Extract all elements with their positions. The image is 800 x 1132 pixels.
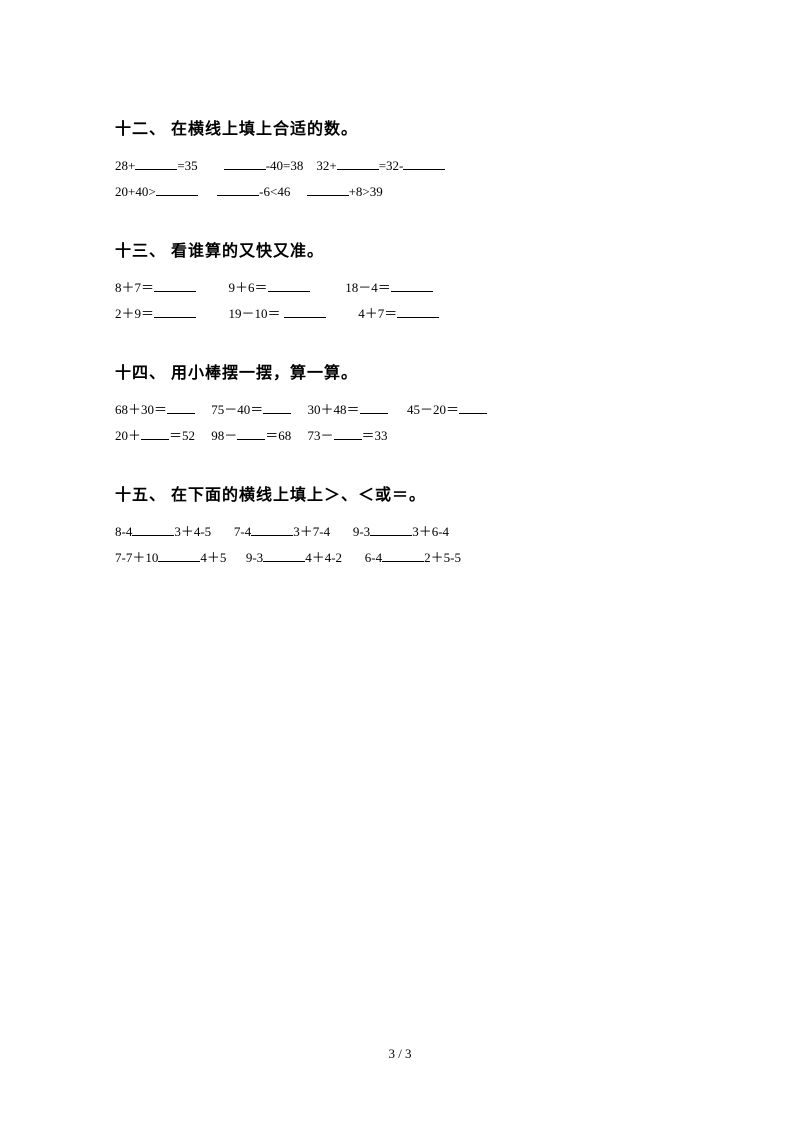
section-number: 十三、 <box>115 243 166 260</box>
section-12-heading: 十二、 在横线上填上合适的数。 <box>115 115 685 139</box>
exercise-row: 20＋＝52 98－＝68 73－＝33 <box>115 423 685 449</box>
section-15-heading: 十五、 在下面的横线上填上＞、＜或＝。 <box>115 481 685 505</box>
exercise-row: 8＋7＝ 9＋6＝ 18－4＝ <box>115 275 685 301</box>
section-13-heading: 十三、 看谁算的又快又准。 <box>115 237 685 261</box>
exercise-row: 20+40> -6<46 +8>39 <box>115 179 685 205</box>
page-footer: 3 / 3 <box>0 1046 800 1062</box>
section-12-body: 28+=35 -40=38 32+=32- 20+40> -6<46 +8>39 <box>115 153 685 205</box>
section-title: 看谁算的又快又准。 <box>171 243 324 260</box>
exercise-row: 28+=35 -40=38 32+=32- <box>115 153 685 179</box>
exercise-row: 8-43＋4-5 7-43＋7-4 9-33＋6-4 <box>115 519 685 545</box>
section-14-body: 68＋30＝ 75－40＝ 30＋48＝ 45－20＝ 20＋＝52 98－＝6… <box>115 397 685 449</box>
worksheet-page: 十二、 在横线上填上合适的数。 28+=35 -40=38 32+=32- 20… <box>0 0 800 571</box>
section-13: 十三、 看谁算的又快又准。 8＋7＝ 9＋6＝ 18－4＝ 2＋9＝ 19－10… <box>115 237 685 327</box>
section-12: 十二、 在横线上填上合适的数。 28+=35 -40=38 32+=32- 20… <box>115 115 685 205</box>
section-number: 十五、 <box>115 487 166 504</box>
section-number: 十二、 <box>115 121 166 138</box>
section-title: 在下面的横线上填上＞、＜或＝。 <box>171 487 426 504</box>
section-title: 用小棒摆一摆，算一算。 <box>171 365 358 382</box>
exercise-row: 7-7＋104＋5 9-34＋4-2 6-42＋5-5 <box>115 545 685 571</box>
section-14: 十四、 用小棒摆一摆，算一算。 68＋30＝ 75－40＝ 30＋48＝ 45－… <box>115 359 685 449</box>
section-13-body: 8＋7＝ 9＋6＝ 18－4＝ 2＋9＝ 19－10＝ 4＋7＝ <box>115 275 685 327</box>
section-15: 十五、 在下面的横线上填上＞、＜或＝。 8-43＋4-5 7-43＋7-4 9-… <box>115 481 685 571</box>
section-15-body: 8-43＋4-5 7-43＋7-4 9-33＋6-4 7-7＋104＋5 9-3… <box>115 519 685 571</box>
section-14-heading: 十四、 用小棒摆一摆，算一算。 <box>115 359 685 383</box>
section-title: 在横线上填上合适的数。 <box>171 121 358 138</box>
exercise-row: 68＋30＝ 75－40＝ 30＋48＝ 45－20＝ <box>115 397 685 423</box>
exercise-row: 2＋9＝ 19－10＝ 4＋7＝ <box>115 301 685 327</box>
section-number: 十四、 <box>115 365 166 382</box>
